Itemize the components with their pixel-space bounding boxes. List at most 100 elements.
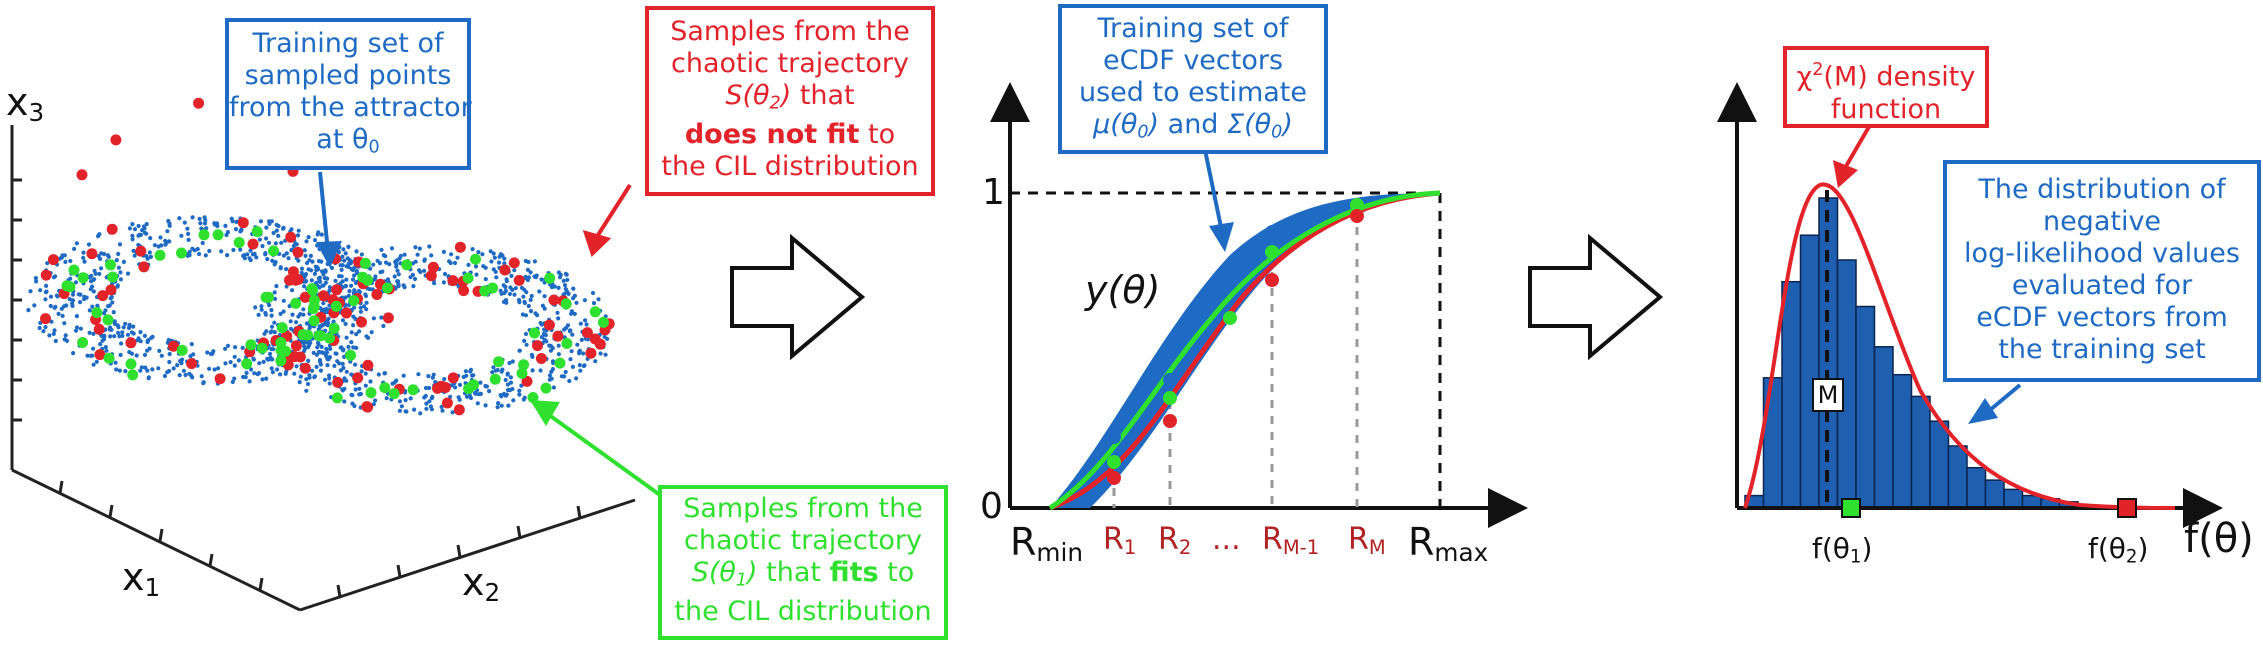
red-point bbox=[285, 231, 297, 243]
blue-point bbox=[327, 288, 332, 293]
red-point bbox=[247, 238, 259, 250]
blue-point bbox=[524, 342, 529, 347]
curve-label: y(θ) bbox=[1085, 268, 1161, 312]
blue-point bbox=[328, 346, 333, 352]
blue-point bbox=[343, 295, 348, 300]
blue-point bbox=[478, 380, 483, 385]
red-point bbox=[299, 291, 311, 303]
blue-point bbox=[85, 353, 90, 358]
blue-point bbox=[51, 275, 57, 280]
blue-point bbox=[296, 314, 301, 319]
blue-point bbox=[342, 376, 347, 381]
blue-point bbox=[564, 272, 569, 277]
blue-point bbox=[590, 290, 596, 296]
blue-point bbox=[526, 303, 531, 309]
green-point bbox=[597, 316, 609, 328]
blue-point bbox=[278, 372, 283, 377]
blue-point bbox=[115, 283, 120, 288]
blue-point bbox=[252, 371, 257, 376]
blue-point bbox=[138, 368, 143, 373]
blue-point bbox=[117, 242, 123, 247]
blue-point bbox=[68, 258, 73, 264]
blue-point bbox=[542, 327, 547, 332]
blue-point bbox=[116, 330, 121, 335]
blue-point bbox=[389, 246, 395, 251]
blue-point bbox=[563, 369, 568, 375]
green-point bbox=[470, 253, 481, 265]
blue-point bbox=[301, 340, 306, 345]
blue-point bbox=[182, 220, 187, 225]
ecdf-markers bbox=[1107, 198, 1364, 485]
blue-point bbox=[343, 283, 349, 289]
blue-point bbox=[340, 318, 346, 323]
red-point bbox=[585, 347, 597, 359]
green-point bbox=[365, 387, 377, 399]
blue-point bbox=[93, 271, 98, 276]
blue-point bbox=[582, 298, 588, 303]
blue-point bbox=[297, 380, 302, 385]
x-label-dots: ... bbox=[1212, 522, 1241, 557]
blue-point bbox=[457, 397, 462, 402]
blue-point bbox=[207, 248, 212, 254]
blue-point bbox=[351, 323, 356, 328]
blue-point bbox=[156, 366, 161, 371]
caption-does-not-fit: Samples from the chaotic trajectory S(θ2… bbox=[645, 6, 935, 196]
histogram bbox=[1744, 197, 2079, 509]
blue-point bbox=[331, 319, 336, 324]
blue-point bbox=[117, 368, 122, 373]
green-point bbox=[241, 358, 253, 370]
blue-point bbox=[349, 392, 354, 397]
blue-point bbox=[422, 268, 427, 273]
blue-point bbox=[123, 369, 128, 374]
blue-point bbox=[230, 219, 235, 224]
blue-point bbox=[291, 243, 296, 249]
blue-point bbox=[215, 221, 220, 226]
blue-point bbox=[417, 246, 422, 251]
blue-point bbox=[404, 409, 409, 414]
blue-point bbox=[269, 308, 274, 313]
blue-point bbox=[455, 255, 460, 260]
blue-point bbox=[259, 307, 264, 312]
blue-point bbox=[177, 216, 182, 221]
blue-point bbox=[415, 252, 420, 257]
blue-point bbox=[190, 215, 195, 220]
green-point bbox=[302, 329, 314, 341]
blue-point bbox=[327, 376, 332, 381]
blue-point bbox=[499, 369, 504, 374]
blue-point bbox=[136, 233, 141, 238]
blue-point bbox=[78, 326, 83, 331]
blue-point bbox=[171, 366, 176, 371]
blue-point bbox=[403, 398, 408, 403]
blue-point bbox=[474, 272, 479, 277]
green-point bbox=[518, 359, 530, 371]
blue-point bbox=[306, 267, 311, 272]
blue-point bbox=[364, 307, 369, 312]
caption-ecdf-training: Training set of eCDF vectors used to est… bbox=[1058, 4, 1328, 154]
blue-point bbox=[223, 223, 228, 228]
blue-point bbox=[99, 251, 104, 256]
green-point bbox=[362, 274, 374, 286]
blue-point bbox=[523, 331, 529, 337]
blue-point bbox=[152, 243, 157, 248]
red-point bbox=[290, 340, 302, 352]
red-point bbox=[193, 97, 205, 109]
blue-point bbox=[581, 351, 586, 356]
blue-point bbox=[547, 377, 552, 382]
blue-point bbox=[167, 223, 172, 228]
green-point bbox=[276, 322, 288, 334]
red-point bbox=[135, 245, 147, 257]
panel2-axes bbox=[990, 82, 1528, 528]
big-arrow-1 bbox=[730, 233, 866, 361]
blue-point bbox=[81, 250, 86, 255]
f-theta1-label: f(θ1) bbox=[1812, 532, 1873, 568]
blue-point bbox=[349, 330, 354, 335]
blue-point bbox=[139, 365, 144, 370]
blue-point bbox=[281, 226, 286, 231]
blue-point bbox=[496, 401, 501, 406]
blue-point bbox=[145, 338, 150, 343]
blue-point bbox=[294, 320, 299, 325]
blue-point bbox=[423, 385, 429, 391]
blue-point bbox=[94, 359, 99, 364]
blue-point bbox=[538, 368, 543, 373]
green-point bbox=[561, 338, 573, 349]
